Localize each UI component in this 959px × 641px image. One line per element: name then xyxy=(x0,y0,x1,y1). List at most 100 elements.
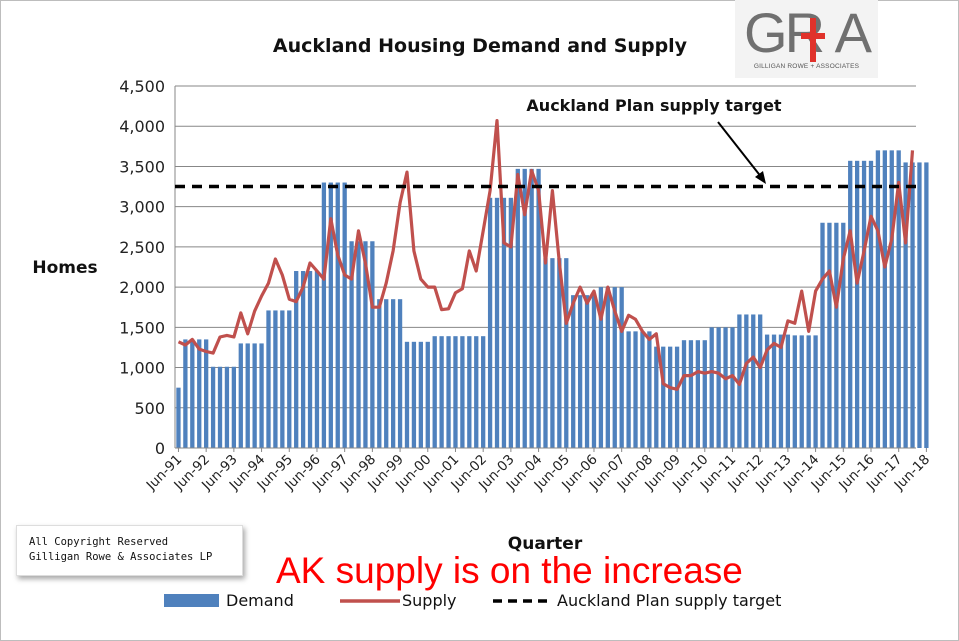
demand-bar xyxy=(730,327,735,448)
demand-bar xyxy=(758,314,763,448)
demand-bar xyxy=(674,346,680,448)
demand-bar xyxy=(612,287,617,448)
demand-bar xyxy=(785,334,791,448)
demand-bar xyxy=(397,299,403,448)
demand-bar xyxy=(571,295,576,448)
demand-bar xyxy=(384,299,389,448)
demand-bar xyxy=(356,241,361,448)
demand-bar xyxy=(744,314,749,448)
demand-bar xyxy=(633,331,638,448)
demand-bar xyxy=(307,271,313,448)
legend-label-target: Auckland Plan supply target xyxy=(557,591,782,610)
y-tick-label: 1,000 xyxy=(119,359,165,378)
demand-bar xyxy=(287,310,292,448)
demand-bar xyxy=(342,182,347,449)
demand-bar xyxy=(799,335,804,448)
demand-bar xyxy=(806,335,811,448)
demand-bar xyxy=(453,336,458,448)
demand-bar xyxy=(695,340,701,448)
demand-bar xyxy=(259,343,264,448)
demand-bar xyxy=(751,314,756,448)
demand-bar xyxy=(349,241,354,448)
demand-bar xyxy=(446,336,451,448)
callout-text: AK supply is on the increase xyxy=(276,550,743,591)
logo-wordmark: GR A xyxy=(744,1,872,64)
demand-bar xyxy=(183,339,188,448)
demand-bar xyxy=(231,366,237,448)
demand-bar xyxy=(654,346,659,448)
demand-bar xyxy=(377,299,382,448)
chart-title: Auckland Housing Demand and Supply xyxy=(273,35,688,57)
demand-bar xyxy=(827,222,832,448)
supply-series xyxy=(177,118,915,391)
y-tick-labels: 0 500 1,000 1,500 2,000 2,500 3,000 3,500 4,000 4… xyxy=(119,77,165,458)
demand-bar xyxy=(605,287,610,448)
demand-bar xyxy=(335,182,340,449)
demand-bar xyxy=(432,336,437,448)
demand-bar xyxy=(536,168,541,448)
demand-bar xyxy=(661,346,666,448)
x-tick-labels: Jun-91Jun-92Jun-93Jun-94Jun-95Jun-96Jun-… xyxy=(143,448,933,494)
demand-bar xyxy=(848,160,853,448)
y-tick-label: 4,500 xyxy=(119,77,165,96)
legend-label-demand: Demand xyxy=(226,591,294,610)
demand-bar xyxy=(626,331,631,448)
demand-bar xyxy=(529,168,534,448)
legend-swatch-demand xyxy=(164,594,219,607)
demand-bar xyxy=(716,327,721,448)
demand-bar xyxy=(792,335,797,448)
demand-bar xyxy=(875,150,881,448)
logo-plus-icon xyxy=(801,18,825,62)
demand-bar xyxy=(280,310,285,448)
demand-bar xyxy=(494,197,500,448)
demand-bar xyxy=(238,343,243,448)
demand-bar xyxy=(854,160,860,448)
demand-bar xyxy=(764,334,770,448)
demand-bar xyxy=(896,150,901,448)
demand-bar xyxy=(210,366,216,448)
demand-bar xyxy=(481,336,486,448)
demand-bar xyxy=(771,334,777,448)
demand-bar xyxy=(820,222,825,448)
y-tick-label: 3,500 xyxy=(119,157,165,176)
demand-bar xyxy=(224,366,230,448)
demand-bar xyxy=(176,387,181,448)
demand-bar xyxy=(868,160,874,448)
demand-bar xyxy=(217,366,223,448)
copyright-line-2: Gilligan Rowe & Associates LP xyxy=(29,551,213,563)
demand-bar xyxy=(266,310,271,448)
legend xyxy=(164,594,550,607)
target-annotation: Auckland Plan supply target xyxy=(526,96,782,184)
demand-bar xyxy=(834,222,839,448)
demand-bar xyxy=(861,160,867,448)
demand-bar xyxy=(487,197,493,448)
annotation-arrow-head xyxy=(755,171,766,184)
demand-bar xyxy=(300,271,306,448)
demand-bar xyxy=(321,182,327,449)
y-tick-label: 500 xyxy=(134,399,165,418)
demand-bar xyxy=(508,197,514,448)
demand-bar xyxy=(889,150,894,448)
demand-bar xyxy=(647,331,652,448)
demand-bar xyxy=(550,258,555,448)
demand-bar xyxy=(688,340,694,448)
demand-bar xyxy=(910,162,915,448)
demand-bars xyxy=(176,150,929,449)
axes xyxy=(174,86,916,449)
annotation-arrow-shaft xyxy=(717,121,763,179)
demand-bar xyxy=(778,334,784,448)
y-tick-label: 1,500 xyxy=(119,318,165,337)
demand-bar xyxy=(474,336,479,448)
demand-bar xyxy=(841,222,846,448)
demand-bar xyxy=(404,341,410,448)
copyright-line-1: All Copyright Reserved xyxy=(29,536,169,548)
demand-bar xyxy=(515,168,520,448)
demand-bar xyxy=(273,310,278,448)
x-axis-label: Quarter xyxy=(508,534,583,554)
demand-bar xyxy=(598,287,604,448)
demand-bar xyxy=(411,341,417,448)
y-tick-label: 4,000 xyxy=(119,117,165,136)
demand-bar xyxy=(294,271,299,448)
y-tick-label: 0 xyxy=(155,439,165,458)
